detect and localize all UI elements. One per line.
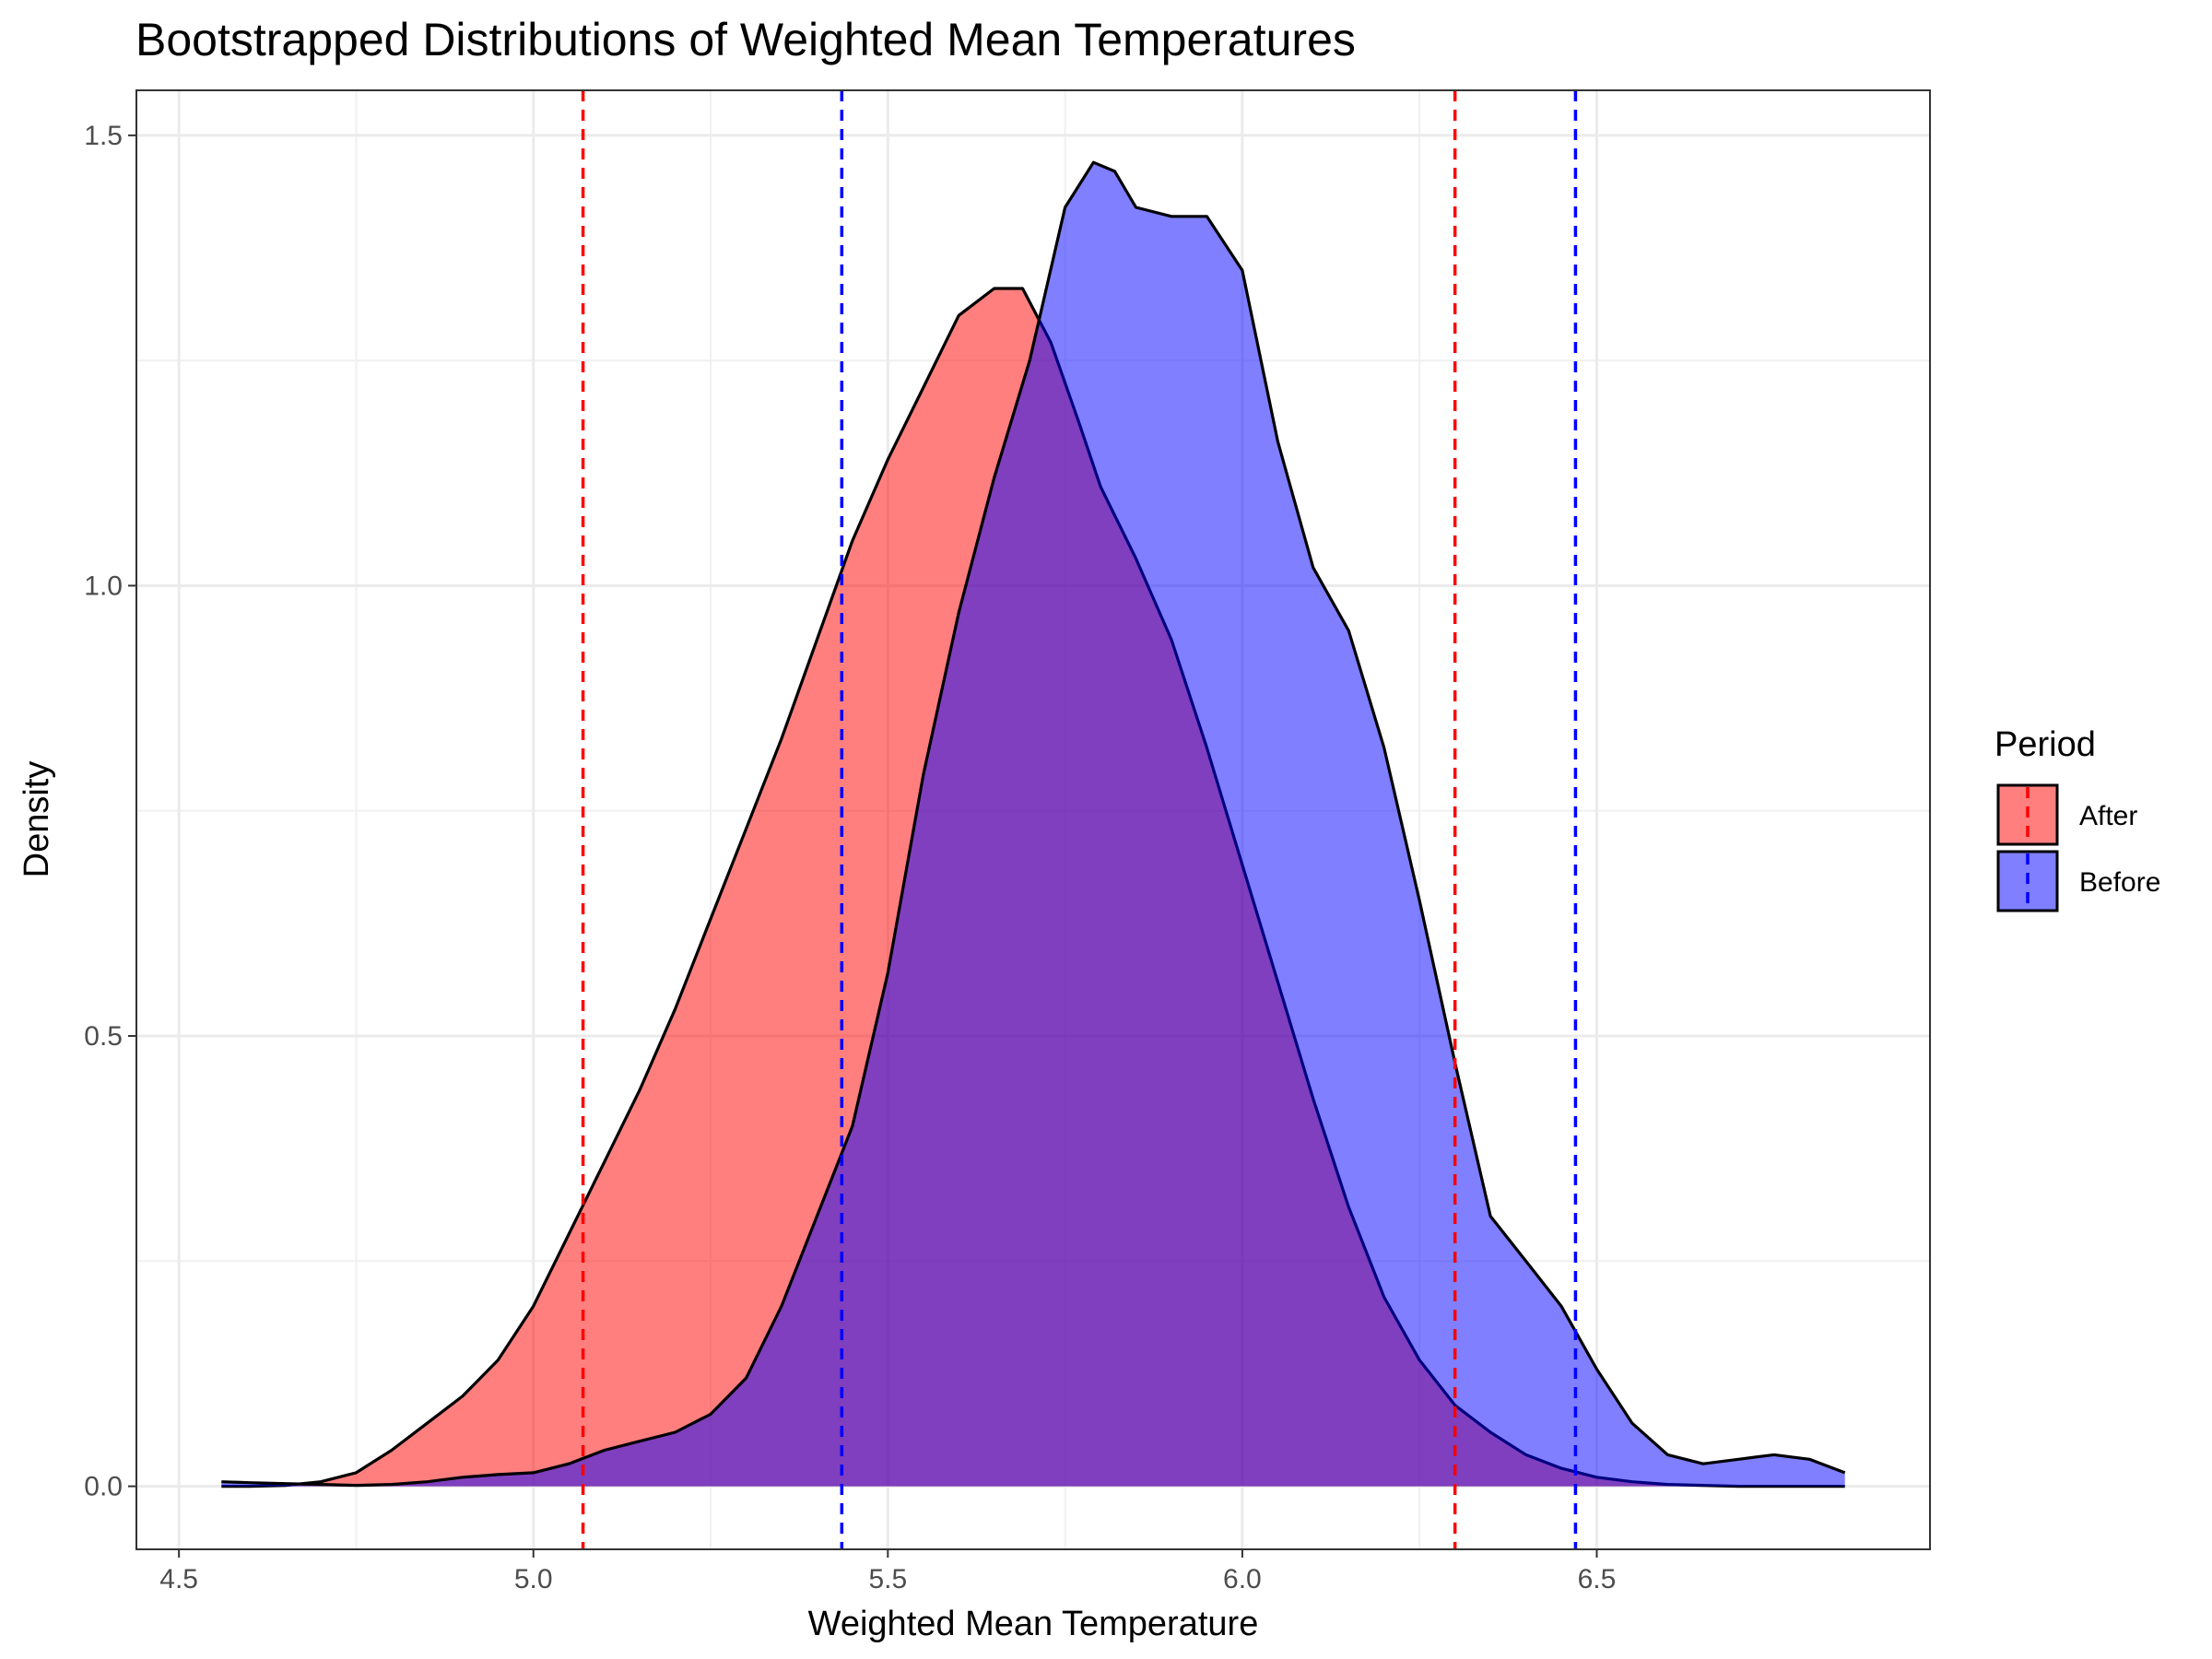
y-axis-ticks: 0.0 0.5 1.0 1.5 — [84, 121, 136, 1502]
plot-border — [135, 89, 1931, 1550]
x-tick-label: 4.5 — [159, 1564, 198, 1594]
y-axis-title: Density — [18, 761, 56, 878]
legend-label-after: After — [2079, 801, 2137, 831]
density-line-before — [221, 160, 1846, 1488]
x-tick-label: 6.0 — [1223, 1564, 1262, 1594]
y-tick-label: 1.0 — [84, 571, 123, 601]
legend-title: Period — [1994, 725, 2096, 764]
x-tick-label: 6.5 — [1578, 1564, 1617, 1594]
x-tick-label: 5.5 — [868, 1564, 907, 1594]
x-axis-title: Weighted Mean Temperature — [808, 1605, 1259, 1643]
x-axis-ticks: 4.5 5.0 5.5 6.0 6.5 — [159, 1549, 1616, 1594]
chart-title: Bootstrapped Distributions of Weighted M… — [135, 14, 1356, 65]
interval-lines — [581, 90, 1578, 1549]
y-tick-label: 0.5 — [84, 1021, 123, 1052]
legend-label-before: Before — [2079, 867, 2160, 898]
density-area-before — [221, 162, 1845, 1487]
density-areas — [221, 160, 1846, 1488]
legend: Period After Before — [1994, 725, 2160, 912]
x-tick-label: 5.0 — [514, 1564, 553, 1594]
y-tick-label: 0.0 — [84, 1472, 123, 1502]
y-tick-label: 1.5 — [84, 121, 123, 151]
